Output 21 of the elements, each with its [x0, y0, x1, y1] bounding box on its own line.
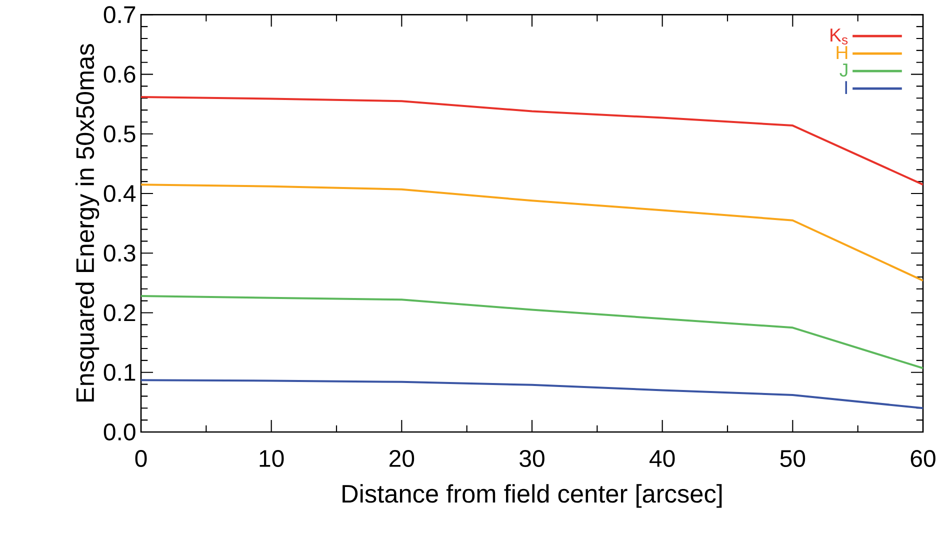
y-tick-label: 0.6	[104, 66, 136, 83]
x-tick-label: 30	[520, 450, 544, 468]
x-tick-label: 50	[780, 450, 806, 468]
legend-label: J	[840, 64, 848, 77]
legend-label: I	[845, 81, 847, 94]
x-tick-label: 0	[135, 450, 147, 468]
legend-label: H	[836, 46, 848, 59]
y-tick-label: 0.1	[104, 364, 136, 381]
x-tick-label: 60	[910, 450, 936, 468]
y-tick-label: 0.5	[104, 125, 136, 142]
legend-label: K$_{s}$	[830, 28, 848, 44]
x-axis-title: Distance from field center [arcsec]	[342, 484, 722, 508]
y-tick-label: 0.3	[104, 244, 136, 262]
y-tick-label: 0.4	[104, 185, 136, 202]
y-tick-label: 0.7	[104, 6, 136, 24]
y-tick-label: 0.0	[104, 423, 136, 440]
x-tick-label: 10	[260, 450, 284, 468]
x-tick-label: 20	[390, 450, 414, 468]
y-tick-label: 0.2	[104, 304, 136, 322]
y-axis-title: Ensquared Energy in 50x50mas	[75, 44, 100, 402]
x-tick-label: 40	[650, 450, 675, 468]
